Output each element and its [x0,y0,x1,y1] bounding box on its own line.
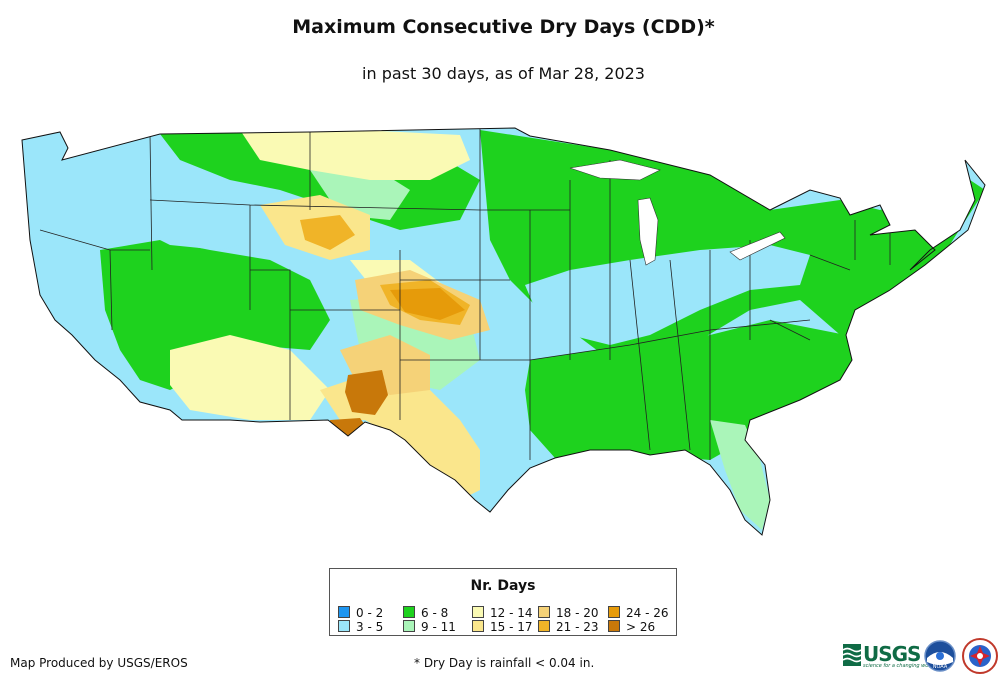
usgs-logo-text: USGS [863,642,921,666]
legend-item: 24 - 26 [608,606,669,619]
dry-day-footnote: * Dry Day is rainfall < 0.04 in. [414,656,595,670]
lake-erie [729,231,786,261]
legend-label: 21 - 23 [556,620,599,634]
lake-superior [569,159,661,181]
conus-cdd-map [21,127,986,536]
cdd-zone-6-8-south [525,320,852,460]
legend-swatch [608,606,620,618]
legend-label: > 26 [626,620,656,634]
legend-item: 21 - 23 [538,620,599,633]
legend-item: 9 - 11 [403,620,456,633]
legend-swatch [608,620,620,632]
legend-label: 24 - 26 [626,606,669,620]
legend-swatch [538,606,550,618]
legend-item: 15 - 17 [472,620,533,633]
legend-item: 6 - 8 [403,606,448,619]
legend-item: 18 - 20 [538,606,599,619]
legend-swatch [472,606,484,618]
cdd-zone-3-5-great-basin [140,190,260,250]
map-subtitle: in past 30 days, as of Mar 28, 2023 [362,64,645,83]
usgs-wave-icon [843,644,861,666]
legend-label: 9 - 11 [421,620,456,634]
legend-swatch [403,606,415,618]
cdd-zone-24-26 [390,288,465,320]
cdd-zone-12-14-north [240,130,470,180]
legend-item: 12 - 14 [472,606,533,619]
map-credit: Map Produced by USGS/EROS [10,656,188,670]
legend-label: 3 - 5 [356,620,384,634]
legend-label: 12 - 14 [490,606,533,620]
cdd-zone-3-5-ohio-valley [525,245,810,345]
cdd-zone-6-8-west [100,240,330,390]
lake-michigan [637,197,659,266]
noaa-logo-icon: NOAA [924,640,956,672]
us-outline [21,127,986,536]
legend-swatch [403,620,415,632]
noaa-logo-text: NOAA [933,664,948,670]
legend-label: 18 - 20 [556,606,599,620]
state-border-lines [39,128,891,460]
legend-item: 0 - 2 [338,606,383,619]
legend-title: Nr. Days [470,578,536,594]
legend-swatch [338,620,350,632]
nws-logo-icon [962,638,998,674]
legend-label: 0 - 2 [356,606,384,620]
legend-swatch [338,606,350,618]
legend-item: > 26 [608,620,655,633]
usgs-tagline: science for a changing world [863,663,935,669]
legend-swatch [538,620,550,632]
cdd-zone-gt-26-new-mexico [345,370,388,415]
cdd-zone-21-23-colorado [300,215,355,250]
legend-item: 3 - 5 [338,620,383,633]
usgs-logo: USGS science for a changing world [843,640,935,670]
cdd-zone-9-11-southeast [710,420,770,530]
map-title: Maximum Consecutive Dry Days (CDD)* [292,16,715,38]
legend-label: 15 - 17 [490,620,533,634]
legend-label: 6 - 8 [421,606,449,620]
legend-swatch [472,620,484,632]
